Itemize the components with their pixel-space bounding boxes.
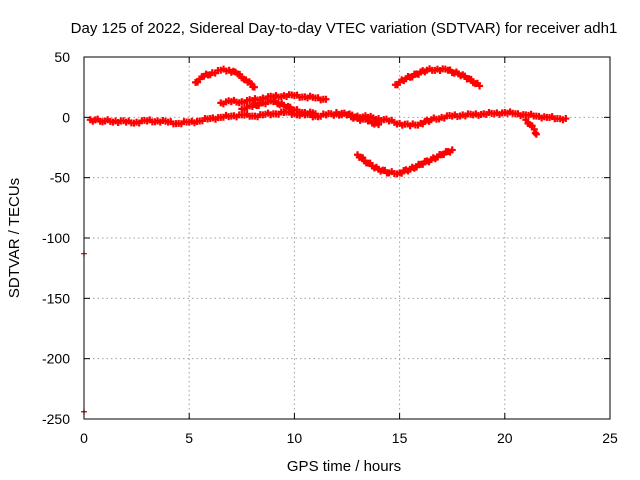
tick-layer: 0 5 10 15 20 25 -250 -200 -150 -100 -50 0 50	[42, 49, 618, 446]
x-tick-label: 10	[287, 430, 303, 446]
series-arc-3	[238, 97, 319, 118]
data-point	[375, 121, 383, 129]
y-axis-label: SDTVAR / TECUs	[6, 178, 23, 298]
series-arc-4	[354, 146, 456, 178]
y-tick-label: 50	[54, 49, 70, 65]
data-point	[522, 116, 530, 124]
data-point	[476, 82, 484, 90]
series-spike-late	[522, 116, 540, 138]
x-tick-label: 25	[602, 430, 618, 446]
x-tick-label: 5	[185, 430, 193, 446]
grid-layer	[84, 57, 610, 419]
data-point	[448, 146, 456, 154]
data-point	[532, 130, 540, 138]
chart-title: Day 125 of 2022, Sidereal Day-to-day VTE…	[71, 20, 618, 37]
y-tick-label: -50	[50, 170, 70, 186]
series-spike-mid	[332, 109, 383, 129]
y-tick-label: 0	[62, 109, 70, 125]
x-tick-label: 0	[80, 430, 88, 446]
data-point	[322, 95, 330, 103]
y-tick-label: -100	[42, 230, 70, 246]
x-tick-label: 15	[392, 430, 408, 446]
series-arc-5	[391, 65, 484, 90]
series-arc-2	[217, 91, 330, 108]
series-arc-1	[192, 65, 258, 91]
data-point	[562, 115, 570, 123]
x-tick-label: 20	[497, 430, 513, 446]
y-tick-label: -200	[42, 351, 70, 367]
data-layer	[81, 65, 570, 415]
data-point-fill	[528, 122, 536, 130]
data-point	[250, 83, 258, 91]
x-axis-label: GPS time / hours	[287, 458, 401, 475]
y-tick-label: -150	[42, 290, 70, 306]
data-point	[311, 110, 319, 118]
y-tick-label: -250	[42, 411, 70, 427]
